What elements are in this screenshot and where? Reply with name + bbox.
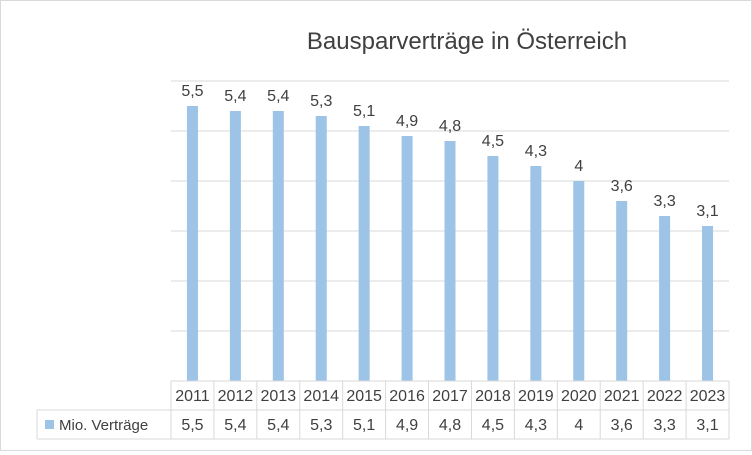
legend-key [45,420,54,429]
data-label-2017: 4,8 [439,118,461,135]
table-value-2016: 4,9 [396,417,418,434]
table-value-2012: 5,4 [224,417,246,434]
category-label-2023: 2023 [690,388,726,405]
data-label-2020: 4 [574,158,583,175]
bar-2020 [573,181,585,381]
data-label-2015: 5,1 [353,103,375,120]
table-value-2021: 3,6 [611,417,633,434]
category-label-2013: 2013 [261,388,297,405]
table-value-2014: 5,3 [310,417,332,434]
data-label-2021: 3,6 [611,178,633,195]
category-label-2016: 2016 [389,388,425,405]
bar-2019 [530,166,542,381]
category-label-2019: 2019 [518,388,554,405]
category-label-2018: 2018 [475,388,511,405]
bar-2018 [487,156,499,381]
category-label-2012: 2012 [218,388,254,405]
table-value-2011: 5,5 [181,417,203,434]
bar-2013 [272,111,284,381]
table-value-2017: 4,8 [439,417,461,434]
category-label-2015: 2015 [346,388,382,405]
bar-2016 [401,136,413,381]
data-label-2019: 4,3 [525,143,547,160]
data-label-2012: 5,4 [224,88,246,105]
bar-2011 [186,106,198,381]
category-label-2020: 2020 [561,388,597,405]
category-label-2017: 2017 [432,388,468,405]
bar-2014 [315,116,327,381]
category-label-2021: 2021 [604,388,640,405]
data-label-2023: 3,1 [696,203,718,220]
data-label-2018: 4,5 [482,133,504,150]
table-value-2015: 5,1 [353,417,375,434]
data-label-2022: 3,3 [653,193,675,210]
table-value-2013: 5,4 [267,417,289,434]
table-value-2023: 3,1 [696,417,718,434]
table-value-2019: 4,3 [525,417,547,434]
data-label-2013: 5,4 [267,88,289,105]
data-labels: 5,5 5,4 5,4 5,3 5,1 4,9 4,8 4,5 4,3 4 3,6 3,3 3,1 [181,83,718,220]
category-label-2011: 2011 [175,388,210,405]
category-label-2022: 2022 [647,388,683,405]
bar-2017 [444,141,456,381]
bar-2015 [358,126,370,381]
chart-title: Bausparverträge in Österreich [307,28,627,55]
series-name: Mio. Verträge [59,417,148,434]
data-label-2016: 4,9 [396,113,418,130]
category-label-2014: 2014 [303,388,339,405]
data-label-2014: 5,3 [310,93,332,110]
table-value-2018: 4,5 [482,417,504,434]
bar-2023 [702,226,714,381]
table-value-2022: 3,3 [653,417,675,434]
bar-2022 [659,216,671,381]
data-label-2011: 5,5 [181,83,203,100]
table-value-2020: 4 [574,417,583,434]
bar-2021 [616,201,628,381]
data-table: 2011 5,5 2012 5,4 2013 5,4 2014 5,3 2015 5,1 2016 4… [36,380,730,440]
bar-2012 [229,111,241,381]
bars [186,106,714,381]
